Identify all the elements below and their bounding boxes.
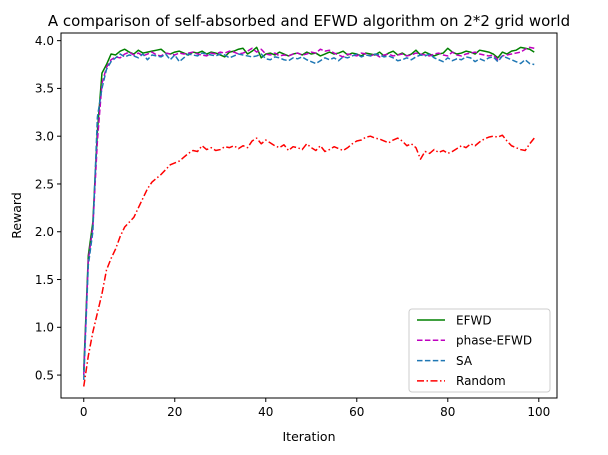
legend-box: [408, 308, 551, 393]
legend-label-random: Random: [456, 374, 506, 388]
series-line-phase-efwd: [83, 46, 535, 376]
x-tick-label: 80: [440, 405, 455, 419]
series-line-efwd: [83, 46, 535, 371]
plot-frame: [60, 32, 558, 399]
x-axis-label: Iteration: [282, 429, 335, 444]
ticks-layer: 0 20 40 60 80 100 0.5 1.0 1.5 2.0 2.5 3.0 3.5 4.0: [35, 34, 550, 419]
chart-title: A comparison of self-absorbed and EFWD a…: [48, 12, 570, 30]
y-tick-label: 1.0: [35, 321, 54, 335]
y-tick-label: 1.5: [35, 273, 54, 287]
y-tick-label: 3.5: [35, 82, 54, 96]
x-tick-label: 100: [527, 405, 550, 419]
legend: EFWD phase-EFWD SA Random: [408, 308, 551, 393]
series-line-random: [83, 134, 535, 387]
y-tick-label: 4.0: [35, 34, 54, 48]
series-layer: [83, 46, 535, 387]
series-line-sa: [83, 52, 535, 380]
x-tick-label: 40: [258, 405, 273, 419]
y-tick-label: 2.0: [35, 225, 54, 239]
y-axis-label: Reward: [9, 192, 24, 239]
x-tick-label: 0: [80, 405, 88, 419]
legend-label-sa: SA: [456, 354, 473, 368]
y-tick-label: 3.0: [35, 129, 54, 143]
x-tick-label: 60: [349, 405, 364, 419]
y-tick-label: 2.5: [35, 177, 54, 191]
x-tick-label: 20: [167, 405, 182, 419]
legend-label-efwd: EFWD: [456, 313, 492, 327]
legend-label-phase-efwd: phase-EFWD: [456, 334, 532, 348]
y-tick-label: 0.5: [35, 368, 54, 382]
